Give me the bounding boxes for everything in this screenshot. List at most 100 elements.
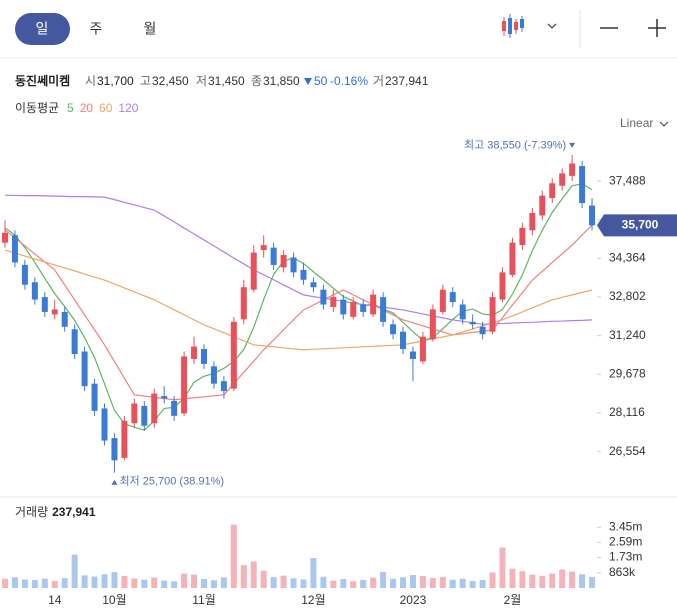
quote-label: 거 <box>373 74 384 88</box>
volume-bar <box>230 524 237 588</box>
candle-body <box>529 212 536 231</box>
volume-bar <box>151 577 158 588</box>
candle-body <box>141 405 148 426</box>
tab[interactable]: 월 <box>144 21 157 37</box>
candle-body <box>171 400 178 416</box>
volume-bar <box>499 547 506 588</box>
volume-bar <box>390 578 397 588</box>
volume-bar <box>419 576 426 588</box>
candle-body <box>539 195 546 216</box>
volume-bar <box>479 580 486 588</box>
zoom-in[interactable] <box>648 19 666 37</box>
min-marker <box>111 479 118 485</box>
candle-body <box>41 297 48 312</box>
change: 50 <box>314 74 328 88</box>
candle-body <box>380 297 387 322</box>
y-tick-label: 34,364 <box>609 251 646 265</box>
max-marker <box>569 142 576 148</box>
dropdown-icon[interactable] <box>659 121 669 127</box>
volume-bar <box>51 580 58 588</box>
candle-body <box>559 173 566 186</box>
dropdown-icon[interactable] <box>547 23 557 29</box>
candle-body <box>31 282 38 300</box>
volume-bar <box>300 579 307 588</box>
price-marker-label: 35,700 <box>622 218 659 232</box>
volume-bar <box>579 574 586 588</box>
legend-entry: 60 <box>99 101 113 115</box>
candle-body <box>111 438 118 461</box>
candle-body <box>589 205 596 226</box>
quote-label: 고 <box>140 74 151 88</box>
x-tick-label: 11월 <box>192 593 216 607</box>
tab[interactable]: 일 <box>36 21 49 37</box>
volume-bar <box>509 568 516 588</box>
legend-entry: 5 <box>67 101 74 115</box>
candle-body <box>181 356 188 414</box>
candle-body <box>429 309 436 340</box>
volume-tick-label: 3.45m <box>609 519 642 533</box>
volume-bar <box>171 581 178 588</box>
candle-body <box>201 349 207 364</box>
candle-body <box>370 294 377 315</box>
y-tick-label: 26,554 <box>609 444 646 458</box>
volume-bar <box>61 578 68 588</box>
y-tick-label: 37,488 <box>609 173 646 187</box>
volume-bar <box>519 571 526 588</box>
volume-bar <box>559 569 566 588</box>
y-tick-label: 28,116 <box>609 405 645 419</box>
price-marker <box>597 214 677 237</box>
candle-body <box>479 326 486 335</box>
candle-body <box>161 396 168 399</box>
volume-bar <box>101 574 108 588</box>
quote-value: 31,700 <box>97 74 134 88</box>
candle-body <box>151 393 158 424</box>
volume-bar <box>340 579 347 588</box>
candle-body <box>210 366 217 384</box>
volume-bar <box>569 571 576 588</box>
volume-bar <box>439 576 446 588</box>
ma-label: 이동평균 <box>15 101 59 115</box>
chart-type-icon[interactable] <box>502 14 524 38</box>
candle-body <box>459 304 466 320</box>
volume-bar <box>121 576 128 588</box>
stock-name: 동진쎄미켐 <box>15 73 70 88</box>
volume-bar <box>270 577 277 588</box>
candle-body <box>250 252 257 290</box>
x-tick-label: 12월 <box>301 593 325 607</box>
y-tick-label: 32,802 <box>609 289 646 303</box>
min-annotation: 최저 25,700 (38.91%) <box>119 475 224 488</box>
scale-label[interactable]: Linear <box>620 116 653 130</box>
candle-body <box>519 227 526 246</box>
ma-line <box>4 249 593 351</box>
candle-body <box>549 183 556 199</box>
candle-body <box>320 289 327 305</box>
candle-body <box>101 408 108 441</box>
volume-bar <box>141 579 148 588</box>
tab-selected[interactable] <box>15 13 70 45</box>
volume-bar <box>260 570 267 588</box>
quote-value: 32,450 <box>152 74 189 88</box>
x-tick-label: 10월 <box>102 593 126 607</box>
volume-bar <box>111 572 118 588</box>
ma-line <box>4 194 593 325</box>
candle-body <box>569 163 576 176</box>
volume-bar <box>409 574 416 588</box>
candle-body <box>489 297 496 332</box>
candle-body <box>220 381 227 392</box>
volume-tick-label: 1.73m <box>609 550 642 564</box>
y-tick-label: 31,240 <box>609 328 646 342</box>
candle-body <box>61 311 68 327</box>
candle-body <box>449 292 456 303</box>
volume-tick-label: 863k <box>609 565 636 579</box>
volume-bar <box>41 578 48 588</box>
volume-bar <box>181 573 188 588</box>
tab[interactable]: 주 <box>90 21 103 37</box>
candle-body <box>340 299 347 315</box>
volume-bar <box>31 580 38 588</box>
legend-entry: 120 <box>118 101 138 115</box>
x-tick-label: 14 <box>48 593 62 607</box>
candle-body <box>91 383 98 411</box>
quote-value: 237,941 <box>385 74 429 88</box>
volume-bar <box>280 575 287 588</box>
